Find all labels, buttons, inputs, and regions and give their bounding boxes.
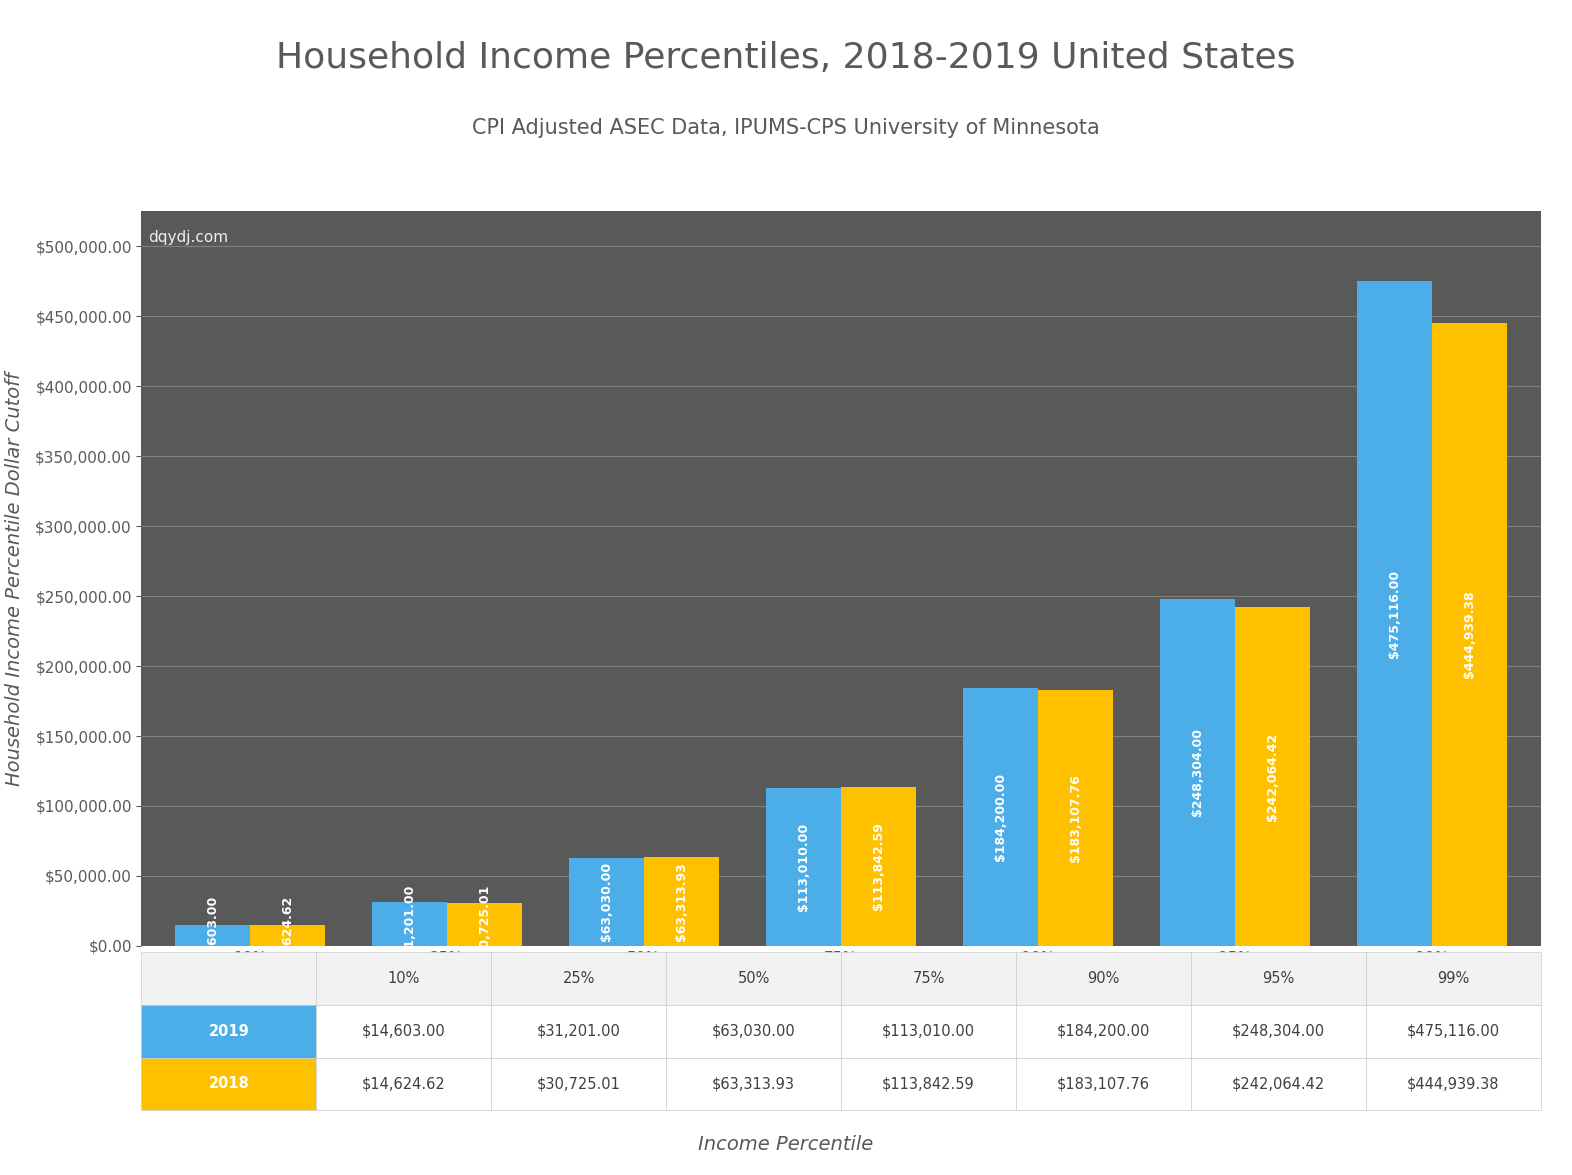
Bar	[1160, 598, 1236, 946]
Bar	[569, 858, 645, 946]
Text: $444,939.38: $444,939.38	[1464, 591, 1476, 678]
Bar	[766, 787, 841, 946]
Bar	[1236, 607, 1309, 946]
Text: dqydj.com: dqydj.com	[148, 230, 228, 244]
Bar	[841, 786, 916, 946]
Text: $30,725.01: $30,725.01	[478, 885, 490, 963]
Bar	[1038, 690, 1113, 946]
Text: $14,603.00: $14,603.00	[206, 897, 219, 975]
Bar	[1357, 281, 1432, 946]
Bar	[250, 926, 325, 946]
Bar	[964, 689, 1038, 946]
Bar	[373, 902, 446, 946]
Text: $63,313.93: $63,313.93	[674, 862, 689, 941]
Bar	[174, 926, 250, 946]
Text: $14,624.62: $14,624.62	[281, 897, 294, 975]
Y-axis label: Household Income Percentile Dollar Cutoff: Household Income Percentile Dollar Cutof…	[5, 371, 24, 786]
Text: $242,064.42: $242,064.42	[1265, 732, 1280, 820]
Bar	[645, 858, 718, 946]
Bar	[446, 902, 522, 946]
Text: Household Income Percentiles, 2018-2019 United States: Household Income Percentiles, 2018-2019 …	[277, 41, 1295, 75]
Text: $113,842.59: $113,842.59	[872, 822, 885, 911]
Bar	[1432, 323, 1508, 946]
Text: $113,010.00: $113,010.00	[797, 822, 810, 911]
Text: $63,030.00: $63,030.00	[601, 862, 613, 941]
Text: Income Percentile: Income Percentile	[698, 1135, 874, 1154]
Text: $31,201.00: $31,201.00	[402, 885, 417, 963]
Text: CPI Adjusted ASEC Data, IPUMS-CPS University of Minnesota: CPI Adjusted ASEC Data, IPUMS-CPS Univer…	[472, 118, 1100, 137]
Text: $248,304.00: $248,304.00	[1192, 728, 1204, 817]
Text: $475,116.00: $475,116.00	[1388, 570, 1401, 658]
Text: $184,200.00: $184,200.00	[994, 773, 1008, 861]
Text: $183,107.76: $183,107.76	[1069, 774, 1082, 861]
